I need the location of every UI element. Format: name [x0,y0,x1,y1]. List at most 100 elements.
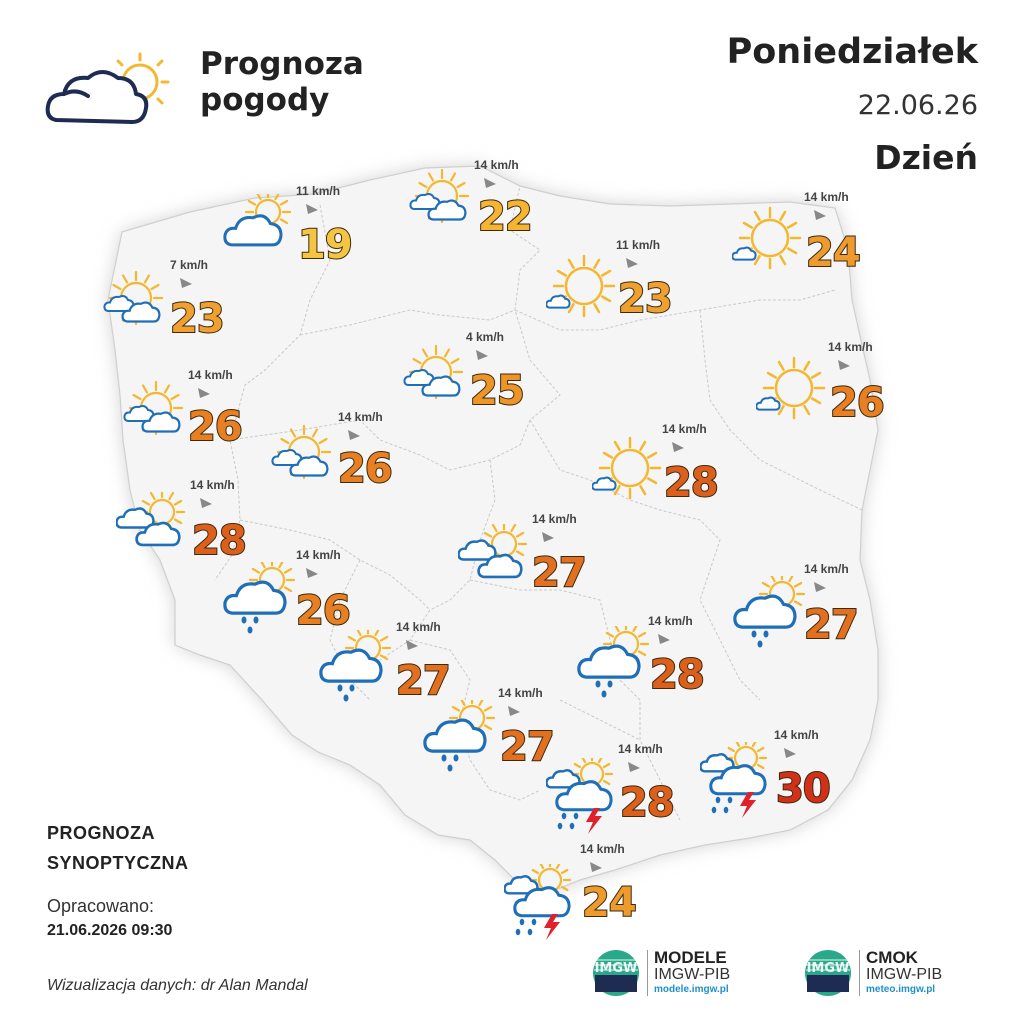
temperature-value: 27 [395,657,452,705]
logo-modele[interactable]: IMGW MODELE IMGW-PIB modele.imgw.pl [592,946,752,1002]
wind-direction-arrow-icon [588,860,604,879]
temperature-value: 24 [805,229,862,277]
wind-direction-arrow-icon [540,530,556,549]
wind-speed: 14 km/h [190,478,235,492]
temperature-value: 28 [619,779,676,827]
rain-with-sun-icon [422,694,502,785]
wind-direction-arrow-icon [836,358,852,377]
wind-direction-arrow-icon [474,348,490,367]
logo-url[interactable]: modele.imgw.pl [654,984,729,995]
wind-direction-arrow-icon [670,440,686,459]
temperature-value: 26 [829,379,886,427]
rain-with-sun-icon [576,620,656,711]
mostly-sunny-icon [591,434,672,519]
day-name: Poniedziałek [726,32,978,72]
wind-speed: 14 km/h [804,562,849,576]
rain-with-sun-icon [222,556,302,647]
wind-speed: 14 km/h [828,340,873,354]
logo-name: MODELE [654,948,727,967]
title-line-1: Prognoza [200,46,364,82]
wind-direction-arrow-icon [812,580,828,599]
wind-speed: 4 km/h [466,330,505,344]
temperature-value: 28 [191,517,248,565]
temperature-value: 19 [297,221,354,269]
sunny-with-clouds-icon [400,344,480,429]
wind-direction-arrow-icon [304,202,320,221]
cloudy-with-sun-icon [115,488,196,577]
thunderstorm-icon [545,752,626,843]
temperature-value: 22 [477,193,534,241]
temperature-value: 28 [649,651,706,699]
logo-org: IMGW-PIB [654,966,731,983]
wind-speed: 14 km/h [648,614,693,628]
thunderstorm-icon [503,858,584,949]
wind-direction-arrow-icon [198,496,214,515]
issued-label: Opracowano: [47,896,155,916]
wind-direction-arrow-icon [482,176,498,195]
temperature-value: 23 [617,275,674,323]
wind-direction-arrow-icon [782,746,798,765]
wind-speed: 14 km/h [296,548,341,562]
temperature-value: 27 [531,549,588,597]
imgw-logo-icon: IMGW [805,950,851,996]
wind-speed: 11 km/h [616,238,661,252]
forecast-type-line-1: PROGNOZA [47,823,156,843]
wind-speed: 7 km/h [170,258,209,272]
issued-timestamp: 21.06.2026 09:30 [47,922,173,939]
partly-cloudy-icon [222,188,302,279]
logo-name: CMOK [866,948,918,967]
mostly-sunny-icon [755,354,836,439]
temperature-value: 27 [803,601,860,649]
wind-speed: 14 km/h [804,190,849,204]
sunny-with-clouds-icon [268,424,348,509]
temperature-value: 24 [581,879,638,927]
forecast-period: Dzień [874,138,978,177]
wind-direction-arrow-icon [196,386,212,405]
wind-direction-arrow-icon [404,638,420,657]
wind-speed: 14 km/h [474,158,519,172]
wind-speed: 14 km/h [188,368,233,382]
wind-direction-arrow-icon [812,208,828,227]
temperature-value: 23 [169,295,226,343]
logo-org: IMGW-PIB [866,966,943,983]
mostly-sunny-icon [731,204,812,289]
forecast-date: 22.06.26 [857,90,978,121]
wind-direction-arrow-icon [506,704,522,723]
temperature-value: 27 [499,723,556,771]
sunny-with-clouds-icon [100,270,180,355]
title-line-2: pogody [200,82,330,118]
temperature-value: 30 [775,765,832,813]
temperature-value: 28 [663,459,720,507]
temperature-value: 26 [295,587,352,635]
thunderstorm-icon [699,736,780,827]
wind-direction-arrow-icon [656,632,672,651]
wind-speed: 14 km/h [580,842,625,856]
logo-mark-top: IMGW [595,961,638,976]
page-title: Prognoza pogody [200,46,364,118]
wind-direction-arrow-icon [346,428,362,447]
title-weather-icon [44,48,174,132]
wind-direction-arrow-icon [624,256,640,275]
wind-speed: 14 km/h [618,742,663,756]
logo-mark-top: IMGW [807,961,850,976]
sunny-with-clouds-icon [120,380,200,465]
wind-direction-arrow-icon [626,760,642,779]
wind-speed: 11 km/h [296,184,341,198]
wind-speed: 14 km/h [396,620,441,634]
map-outline [107,165,879,891]
wind-direction-arrow-icon [178,276,194,295]
wind-speed: 14 km/h [774,728,819,742]
wind-speed: 14 km/h [338,410,383,424]
voivodeship-borders [214,185,863,821]
logo-url[interactable]: meteo.imgw.pl [866,984,936,995]
wind-direction-arrow-icon [304,566,320,585]
wind-speed: 14 km/h [498,686,543,700]
rain-with-sun-icon [318,624,398,715]
logo-cmok[interactable]: IMGW CMOK IMGW-PIB meteo.imgw.pl [804,946,964,1002]
visualization-credit: Wizualizacja danych: dr Alan Mandal [47,977,308,994]
temperature-value: 26 [337,445,394,493]
temperature-value: 26 [187,403,244,451]
forecast-type-line-2: SYNOPTYCZNA [47,853,189,873]
forecast-type: PROGNOZA SYNOPTYCZNA [47,818,189,878]
